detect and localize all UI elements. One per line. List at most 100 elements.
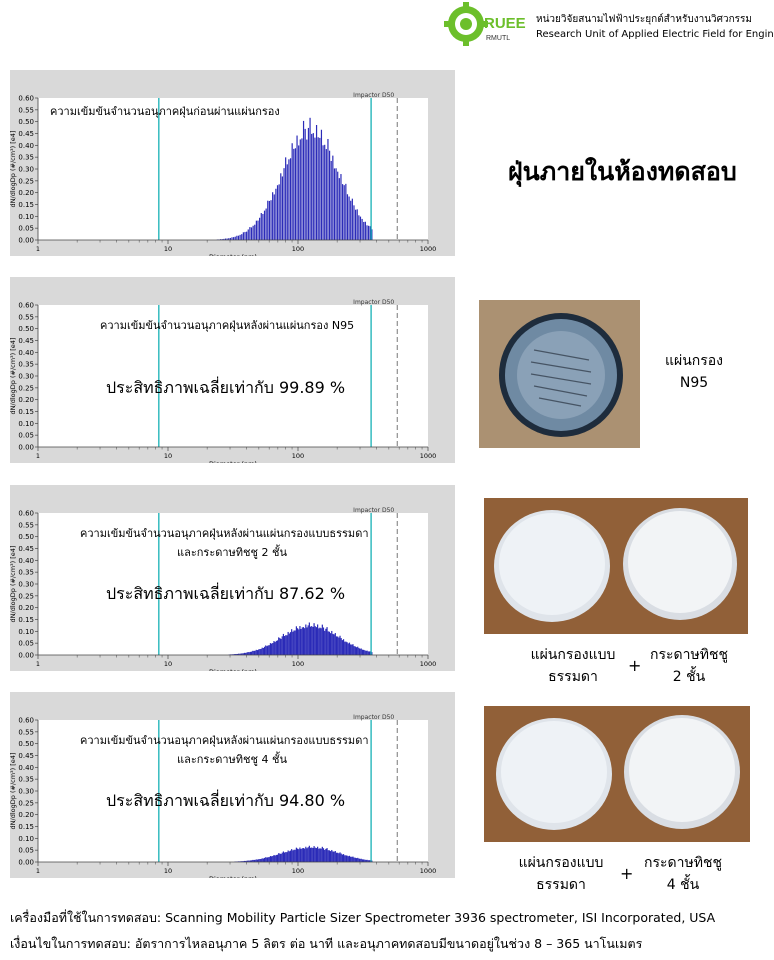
bar [302, 627, 305, 655]
bar [317, 137, 319, 240]
bar [242, 232, 244, 240]
bar [265, 645, 267, 655]
bar [359, 858, 361, 862]
bar [320, 848, 322, 862]
chart-annotation: ความเข้มข้นจำนวนอนุภาคฝุ่นหลังผ่านแผ่นกร… [100, 319, 354, 332]
bar [341, 184, 344, 240]
n95-filter-photo [479, 300, 640, 448]
bar [274, 855, 276, 862]
bar [237, 235, 240, 240]
bar [319, 137, 321, 240]
bar [301, 138, 303, 240]
y-tick-label: 0.15 [18, 616, 34, 624]
bar [340, 638, 342, 655]
bar [291, 849, 293, 862]
bar [286, 852, 288, 862]
x-axis-label: Diameter (nm) [209, 253, 257, 256]
y-tick-label: 0.30 [18, 788, 34, 796]
bar [338, 853, 340, 862]
bar [238, 653, 240, 655]
y-tick-label: 0.15 [18, 823, 34, 831]
x-axis-label: Diameter (nm) [209, 460, 257, 463]
bar [307, 625, 309, 655]
bar [282, 633, 285, 655]
pair1-plus: + [628, 656, 642, 675]
bar [256, 859, 259, 862]
bar [234, 236, 236, 240]
filter-tissue-4-photo [484, 706, 750, 842]
bar [306, 848, 308, 862]
y-tick-label: 0.60 [18, 302, 34, 310]
bar [249, 227, 251, 240]
bar [371, 652, 373, 655]
bar [325, 628, 327, 655]
bar [329, 851, 332, 862]
pair2-right-line2: 4 ชั้น [666, 877, 700, 893]
y-tick-label: 0.20 [18, 396, 34, 404]
bar [281, 176, 284, 240]
y-tick-label: 0.30 [18, 373, 34, 381]
bar [350, 200, 352, 240]
bar [288, 633, 290, 655]
bar [324, 144, 326, 240]
y-tick-label: 0.40 [18, 349, 34, 357]
bar [298, 849, 300, 862]
bar [259, 217, 261, 240]
y-axis-label: dN/dlogDp (#/cm³) [e4] [10, 753, 17, 830]
bar [346, 642, 348, 655]
bar [273, 194, 275, 240]
bar [236, 653, 239, 655]
bar [364, 859, 366, 862]
bar [286, 635, 288, 655]
bar [324, 849, 326, 862]
bar [289, 632, 292, 655]
bar [283, 168, 285, 240]
y-tick-label: 0.45 [18, 752, 34, 760]
y-tick-label: 0.50 [18, 740, 34, 748]
bar [223, 238, 225, 240]
bar [221, 239, 223, 240]
bar [224, 238, 227, 240]
bar [254, 224, 256, 240]
bar [357, 857, 359, 862]
bar [314, 626, 316, 655]
bar [228, 238, 230, 240]
y-tick-label: 0.40 [18, 764, 34, 772]
bar [246, 652, 248, 655]
bar [283, 852, 286, 862]
bar [292, 631, 294, 655]
bar [364, 221, 366, 240]
y-tick-label: 0.05 [18, 225, 34, 233]
bar [295, 626, 297, 655]
bar [309, 626, 312, 655]
bar [250, 651, 253, 655]
bar [246, 860, 248, 862]
bar [262, 213, 264, 240]
bar [325, 149, 327, 240]
bar [245, 860, 247, 862]
bar [276, 640, 279, 655]
y-tick-label: 0.15 [18, 408, 34, 416]
y-tick-label: 0.05 [18, 640, 34, 648]
y-tick-label: 0.25 [18, 799, 34, 807]
y-axis-label: dN/dlogDp (#/cm³) [e4] [10, 338, 17, 415]
bar [273, 641, 275, 655]
bar [366, 650, 368, 655]
bar [330, 160, 332, 240]
bar [333, 168, 336, 240]
bar [307, 127, 310, 240]
bar [328, 631, 331, 655]
bar [235, 653, 237, 655]
bar [368, 225, 370, 240]
bar [326, 848, 328, 862]
bar [363, 221, 365, 240]
bar [312, 847, 314, 862]
chart-panel-4: 0.00 0.05 0.10 0.15 0.20 0.25 0.30 0.35 0.40 0.45… [10, 692, 455, 878]
bar [255, 859, 257, 862]
bar [280, 853, 282, 862]
chart-annotation: ความเข้มข้นจำนวนอนุภาคฝุ่นหลังผ่านแผ่นกร… [80, 734, 369, 747]
bar [287, 631, 289, 655]
bar [276, 185, 279, 240]
bar [338, 637, 340, 655]
chart-panel-1: 0.00 0.05 0.10 0.15 0.20 0.25 0.30 0.35 0.40 0.45… [10, 70, 455, 256]
